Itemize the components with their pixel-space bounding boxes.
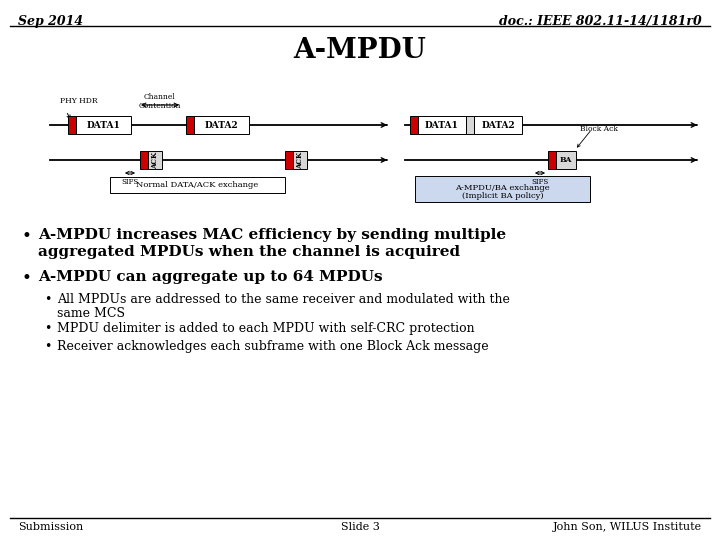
Text: DATA2: DATA2 [481, 120, 515, 130]
Text: DATA1: DATA1 [425, 120, 459, 130]
Text: PHY HDR: PHY HDR [60, 97, 98, 105]
Bar [68, 116, 76, 134]
Text: Channel
Contention: Channel Contention [139, 93, 181, 110]
Text: DATA2: DATA2 [204, 120, 238, 130]
Text: Submission: Submission [18, 522, 84, 532]
Bar [418, 116, 466, 134]
Text: Slide 3: Slide 3 [341, 522, 379, 532]
Bar [186, 116, 194, 134]
Text: A-MPDU: A-MPDU [294, 37, 426, 64]
Bar [285, 151, 293, 169]
Text: Receiver acknowledges each subframe with one Block Ack message: Receiver acknowledges each subframe with… [57, 340, 489, 353]
Text: A-MPDU can aggregate up to 64 MPDUs: A-MPDU can aggregate up to 64 MPDUs [38, 270, 382, 284]
Text: •: • [22, 228, 32, 245]
Text: SIFS: SIFS [531, 178, 549, 186]
Text: SIFS: SIFS [122, 178, 139, 186]
Bar [556, 151, 576, 169]
Text: doc.: IEEE 802.11-14/1181r0: doc.: IEEE 802.11-14/1181r0 [499, 15, 702, 28]
Text: (Implicit BA policy): (Implicit BA policy) [462, 192, 544, 200]
Text: •: • [22, 270, 32, 287]
Bar [474, 116, 522, 134]
Text: •: • [44, 322, 51, 335]
Text: aggregated MPDUs when the channel is acquired: aggregated MPDUs when the channel is acq… [38, 245, 460, 259]
Text: Block Ack: Block Ack [580, 125, 618, 133]
Text: DATA1: DATA1 [86, 120, 120, 130]
Text: MPDU delimiter is added to each MPDU with self-CRC protection: MPDU delimiter is added to each MPDU wit… [57, 322, 474, 335]
Bar [76, 116, 131, 134]
Text: A-MPDU/BA exchange: A-MPDU/BA exchange [455, 184, 550, 192]
Text: John Son, WILUS Institute: John Son, WILUS Institute [553, 522, 702, 532]
Bar [415, 176, 590, 202]
Bar [410, 116, 418, 134]
Text: ACK: ACK [296, 151, 304, 168]
Text: •: • [44, 293, 51, 306]
Text: •: • [44, 340, 51, 353]
Text: All MPDUs are addressed to the same receiver and modulated with the: All MPDUs are addressed to the same rece… [57, 293, 510, 306]
Text: BA: BA [560, 156, 572, 164]
Text: A-MPDU increases MAC efficiency by sending multiple: A-MPDU increases MAC efficiency by sendi… [38, 228, 506, 242]
Text: same MCS: same MCS [57, 307, 125, 320]
Bar [548, 151, 556, 169]
Bar [466, 116, 474, 134]
Text: ACK: ACK [151, 151, 159, 168]
Bar [148, 151, 162, 169]
Bar [110, 177, 285, 193]
Text: Normal DATA/ACK exchange: Normal DATA/ACK exchange [136, 181, 258, 189]
Text: Sep 2014: Sep 2014 [18, 15, 83, 28]
Bar [140, 151, 148, 169]
Bar [293, 151, 307, 169]
Bar [194, 116, 249, 134]
